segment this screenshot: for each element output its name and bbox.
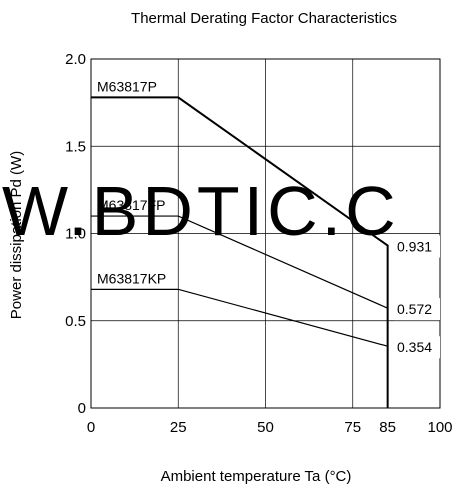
svg-text:0.572: 0.572: [397, 301, 432, 317]
series-labels: M63817P M63817FP M63817KP: [97, 78, 166, 286]
y-tick-labels: 0 0.5 1.0 1.5 2.0: [65, 51, 86, 417]
series-label: M63817FP: [97, 197, 165, 213]
end-label: 0.572: [394, 298, 440, 321]
series-line: [91, 96, 389, 408]
x-tick-labels: 0 25 50 75 85 100: [87, 419, 453, 436]
y-tick-label: 1.0: [65, 226, 86, 243]
series-label: M63817KP: [97, 270, 166, 286]
plot-frame: [90, 58, 441, 409]
svg-text:0.931: 0.931: [397, 239, 432, 255]
watermark: W.BDTIC.C: [2, 172, 400, 250]
y-axis-title: Power dissipation Pd (W): [8, 151, 25, 319]
x-tick-label: 0: [87, 419, 95, 436]
y-tick-label: 0: [78, 400, 86, 417]
series-line: [91, 215, 388, 309]
svg-text:0.354: 0.354: [397, 339, 432, 355]
y-tick-label: 2.0: [65, 51, 86, 68]
y-tick-label: 1.5: [65, 138, 86, 155]
series-line: [91, 288, 388, 347]
end-label: 0.931: [394, 235, 440, 258]
series-label: M63817P: [97, 78, 157, 94]
grid: [91, 59, 440, 408]
y-tick-label: 0.5: [65, 313, 86, 330]
x-tick-label: 100: [427, 419, 452, 436]
x-tick-label: 75: [344, 419, 361, 436]
end-value-labels: 0.931 0.572 0.354: [394, 235, 440, 359]
plot-border: [90, 58, 441, 409]
end-label: 0.354: [394, 336, 440, 359]
chart-title: Thermal Derating Factor Characteristics: [131, 10, 397, 27]
x-axis-title: Ambient temperature Ta (°C): [161, 468, 352, 485]
x-tick-label: 85: [379, 419, 396, 436]
x-tick-label: 50: [257, 419, 274, 436]
x-tick-label: 25: [170, 419, 187, 436]
series-lines: [91, 96, 389, 408]
